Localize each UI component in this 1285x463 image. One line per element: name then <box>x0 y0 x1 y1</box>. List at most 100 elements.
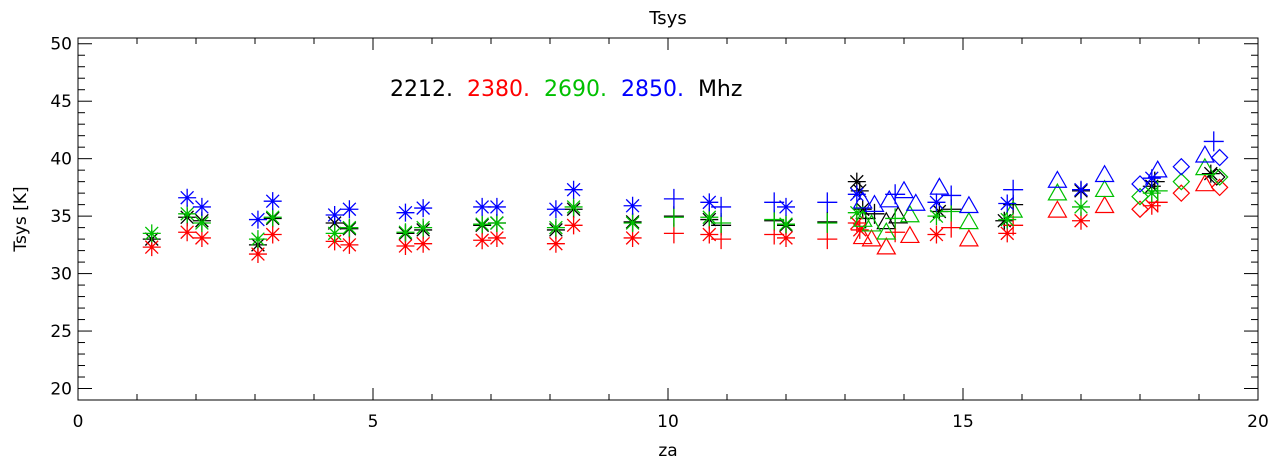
plus-marker <box>663 207 684 228</box>
triangle-marker <box>861 228 882 247</box>
triangle-marker <box>929 177 950 195</box>
x-tick-label: 0 <box>73 412 84 432</box>
legend-entry: 2850. <box>621 77 684 102</box>
asterisk-marker <box>340 200 359 219</box>
triangle-marker <box>852 190 873 209</box>
asterisk-marker <box>263 208 282 227</box>
triangle-marker <box>905 193 926 211</box>
asterisk-marker <box>178 188 197 207</box>
y-tick-label: 25 <box>50 322 72 342</box>
diamond-marker <box>1172 184 1191 202</box>
plus-marker <box>817 213 838 234</box>
asterisk-marker <box>142 238 161 257</box>
triangle-marker <box>893 180 915 199</box>
asterisk-marker <box>473 197 492 216</box>
triangle-marker <box>861 213 882 232</box>
asterisk-marker <box>998 194 1017 213</box>
asterisk-marker <box>777 215 795 234</box>
asterisk-marker <box>487 197 506 216</box>
triangle-marker <box>852 226 873 245</box>
triangle-marker <box>1094 179 1115 198</box>
asterisk-marker <box>546 234 565 253</box>
asterisk-marker <box>564 180 583 199</box>
asterisk-marker <box>700 225 719 244</box>
diamond-marker <box>1210 178 1229 197</box>
triangle-marker <box>879 189 900 208</box>
chart-title: Tsys <box>648 8 686 29</box>
asterisk-marker <box>414 234 433 253</box>
triangle-marker <box>876 211 897 230</box>
asterisk-marker <box>487 228 506 247</box>
plus-marker <box>1203 131 1224 152</box>
asterisk-marker <box>1201 164 1220 183</box>
asterisk-marker <box>623 196 642 215</box>
asterisk-marker <box>1072 197 1090 216</box>
plus-marker <box>663 188 684 209</box>
asterisk-marker <box>847 203 866 222</box>
y-tick-label: 40 <box>50 150 72 170</box>
asterisk-marker <box>777 197 795 216</box>
asterisk-marker <box>546 200 565 219</box>
triangle-marker <box>1047 200 1068 218</box>
triangle-marker <box>1047 182 1068 201</box>
asterisk-marker <box>263 192 282 211</box>
asterisk-marker <box>142 224 161 243</box>
legend-entry: Mhz <box>698 77 742 102</box>
asterisk-marker <box>847 214 866 233</box>
triangle-marker <box>958 228 979 247</box>
triangle-marker <box>1003 200 1024 218</box>
diamond-marker <box>1172 157 1191 176</box>
asterisk-marker <box>995 211 1014 230</box>
triangle-marker <box>1094 164 1115 183</box>
y-tick-label: 50 <box>50 35 72 55</box>
asterisk-marker <box>192 214 211 233</box>
asterisk-marker <box>1072 180 1090 199</box>
asterisk-marker <box>564 216 583 235</box>
plus-marker <box>885 208 906 229</box>
asterisk-marker <box>487 214 506 233</box>
asterisk-marker <box>998 224 1017 243</box>
diamond-marker <box>1172 172 1191 191</box>
legend-entry: 2212. <box>390 77 453 102</box>
asterisk-marker <box>473 215 492 234</box>
triangle-marker <box>1147 159 1168 178</box>
asterisk-marker <box>847 172 866 191</box>
asterisk-marker <box>927 207 946 226</box>
asterisk-marker <box>178 223 197 242</box>
y-tick-label: 20 <box>50 380 72 400</box>
y-tick-label: 45 <box>50 92 72 112</box>
asterisk-marker <box>396 237 415 256</box>
asterisk-marker <box>1072 211 1090 230</box>
asterisk-marker <box>192 228 211 247</box>
triangle-marker <box>876 222 897 240</box>
x-tick-label: 15 <box>952 412 974 432</box>
legend-text: 2212. 2380. 2690. 2850. Mhz <box>390 77 742 102</box>
asterisk-marker <box>927 225 946 244</box>
diamond-marker <box>1210 168 1229 186</box>
diamond-marker <box>1210 148 1229 167</box>
x-tick-label: 5 <box>368 412 379 432</box>
asterisk-marker <box>1142 184 1161 203</box>
triangle-marker <box>1194 173 1215 192</box>
triangle-marker <box>852 209 873 227</box>
asterisk-marker <box>777 228 795 247</box>
asterisk-marker <box>927 193 946 212</box>
asterisk-marker <box>414 218 433 237</box>
plus-marker <box>817 192 838 213</box>
asterisk-marker <box>930 202 949 221</box>
y-tick-label: 35 <box>50 207 72 227</box>
asterisk-marker <box>853 200 872 219</box>
asterisk-marker <box>340 218 359 237</box>
plus-marker <box>941 185 962 206</box>
asterisk-marker <box>623 214 642 233</box>
triangle-marker <box>1094 195 1115 214</box>
diamond-marker <box>1131 175 1149 193</box>
triangle-marker <box>1194 157 1215 176</box>
asterisk-marker <box>248 210 267 229</box>
asterisk-marker <box>396 203 415 222</box>
x-tick-label: 10 <box>657 412 679 432</box>
triangle-marker <box>1047 170 1068 188</box>
asterisk-marker <box>847 185 866 204</box>
asterisk-marker <box>325 205 344 224</box>
